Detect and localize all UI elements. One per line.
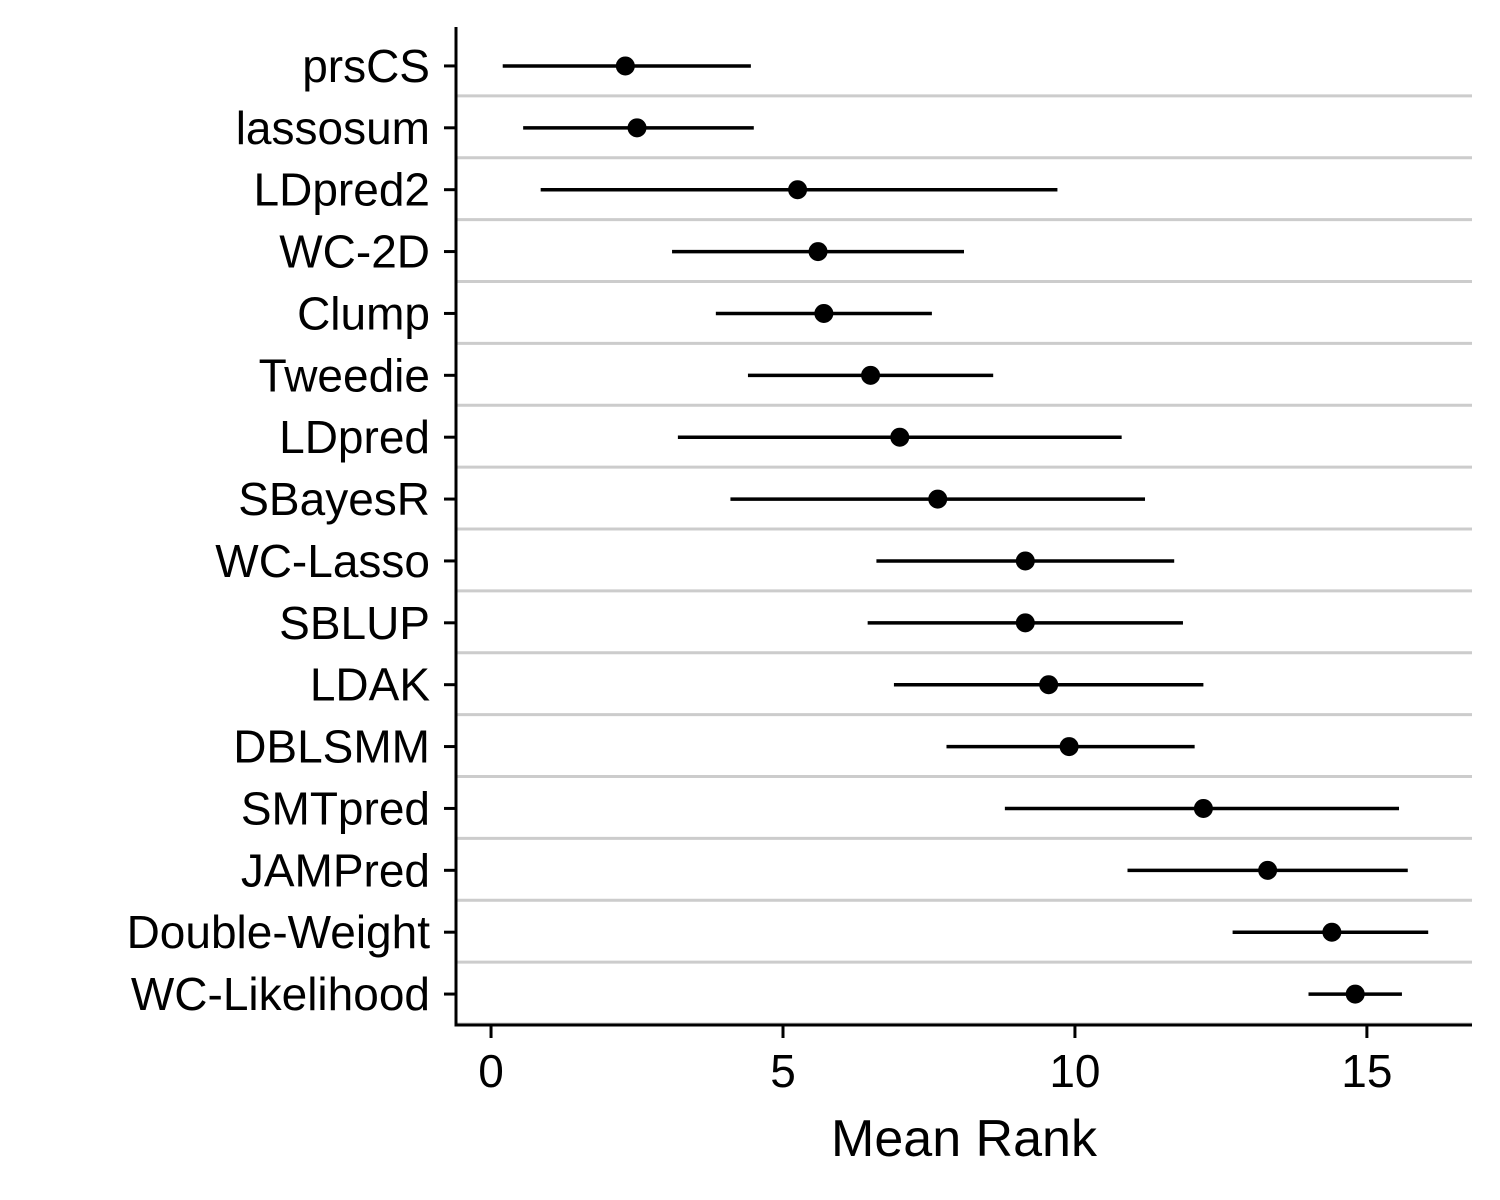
mean-point xyxy=(1193,798,1213,818)
y-tick-label: SBLUP xyxy=(279,597,430,649)
x-tick-label: 0 xyxy=(478,1045,504,1097)
mean-point xyxy=(928,489,948,509)
mean-point xyxy=(1015,613,1035,633)
y-tick-label: prsCS xyxy=(302,40,430,92)
mean-point xyxy=(627,118,647,138)
y-tick-label: LDpred xyxy=(279,411,430,463)
y-tick-label: WC-2D xyxy=(279,226,430,278)
y-axis-ticks: prsCS lassosum LDpred2 WC-2D Clump Tweedie LDp… xyxy=(127,40,456,1020)
y-tick-label: SMTpred xyxy=(241,782,430,834)
mean-point xyxy=(1015,551,1035,571)
y-tick-label: SBayesR xyxy=(238,473,430,525)
mean-point xyxy=(1039,675,1059,695)
y-tick-label: WC-Likelihood xyxy=(131,968,430,1020)
mean-point xyxy=(615,56,635,76)
mean-point xyxy=(1059,737,1079,757)
y-tick-label: LDAK xyxy=(310,659,430,711)
y-tick-label: JAMPred xyxy=(241,844,430,896)
x-tick-label: 5 xyxy=(770,1045,796,1097)
y-tick-label: LDpred2 xyxy=(254,164,430,216)
y-tick-label: WC-Lasso xyxy=(215,535,430,587)
mean-point xyxy=(1345,984,1365,1004)
y-tick-label: Clump xyxy=(297,287,430,339)
mean-point xyxy=(808,242,828,262)
y-tick-label: Double-Weight xyxy=(127,906,431,958)
mean-point xyxy=(890,427,910,447)
mean-point xyxy=(788,180,808,200)
grid-lines xyxy=(456,94,1472,1026)
mean-point xyxy=(1322,922,1342,942)
x-axis-title: Mean Rank xyxy=(831,1110,1098,1168)
y-tick-label: Tweedie xyxy=(259,349,430,401)
y-tick-label: DBLSMM xyxy=(233,721,430,773)
mean-point xyxy=(814,303,834,323)
y-tick-label: lassosum xyxy=(236,102,430,154)
mean-point xyxy=(1258,860,1278,880)
mean-points xyxy=(615,56,1365,1004)
x-axis-ticks: 0 5 10 15 xyxy=(478,1025,1392,1097)
x-tick-label: 10 xyxy=(1049,1045,1100,1097)
x-tick-label: 15 xyxy=(1341,1045,1392,1097)
mean-point xyxy=(861,365,881,385)
